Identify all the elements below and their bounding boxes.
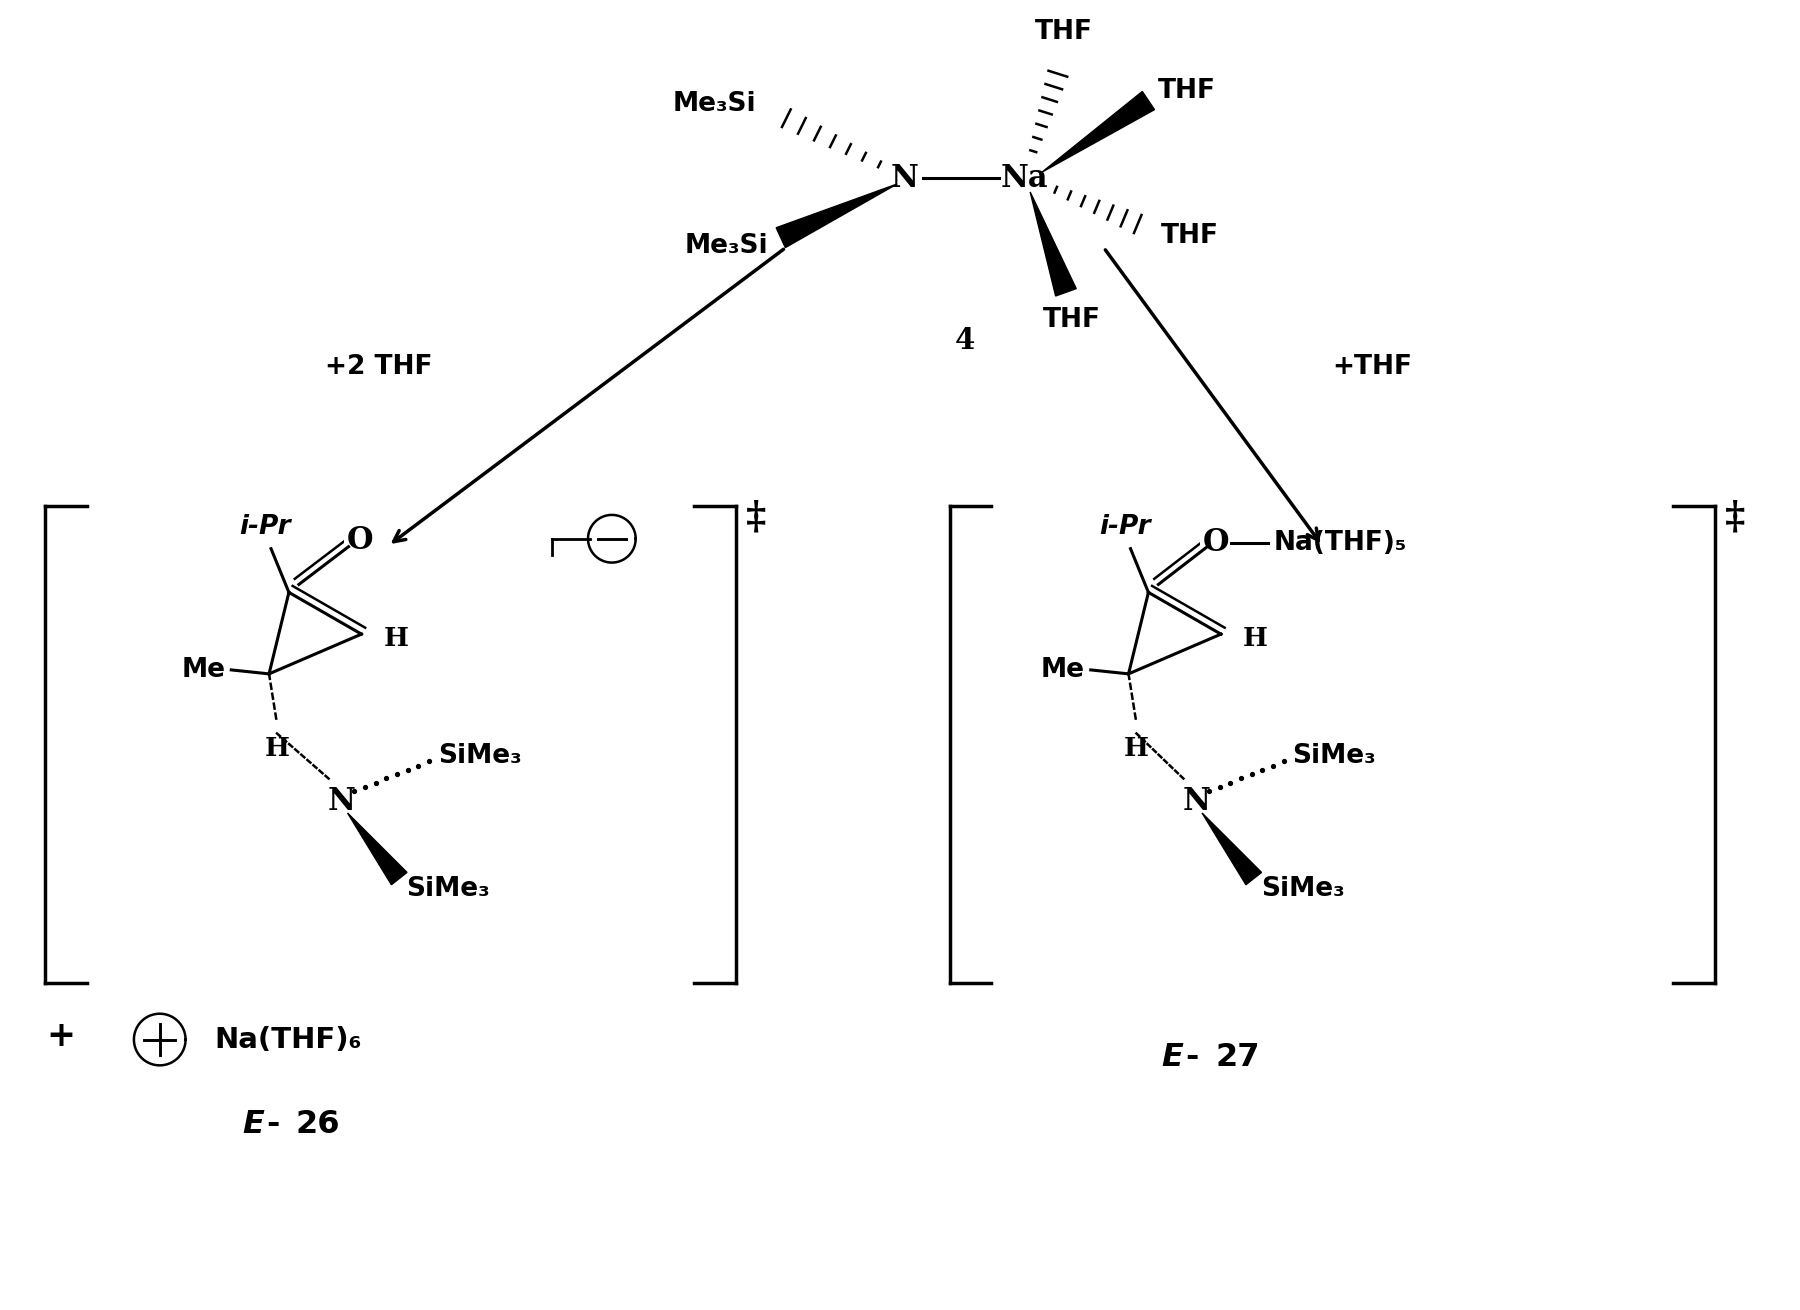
Text: THF: THF [1035, 18, 1093, 45]
Text: Na(THF)₆: Na(THF)₆ [214, 1026, 362, 1053]
Text: +THF: +THF [1332, 354, 1413, 380]
Text: i-Pr: i-Pr [1098, 514, 1150, 540]
Polygon shape [1042, 92, 1154, 172]
Text: H: H [1123, 736, 1148, 761]
Text: 27: 27 [1217, 1041, 1260, 1073]
Polygon shape [776, 183, 896, 248]
Text: Me₃Si: Me₃Si [684, 233, 769, 258]
Text: ‡: ‡ [745, 498, 767, 536]
Text: E: E [243, 1110, 265, 1141]
Polygon shape [1030, 193, 1076, 296]
Text: Na(THF)₅: Na(THF)₅ [1274, 529, 1408, 555]
Polygon shape [347, 814, 407, 884]
Text: 4: 4 [954, 325, 976, 355]
Text: -: - [266, 1110, 279, 1141]
Text: N: N [1183, 786, 1210, 816]
Polygon shape [1202, 814, 1262, 884]
Text: Na: Na [1001, 162, 1048, 194]
Text: Me₃Si: Me₃Si [671, 90, 756, 117]
Text: O: O [1202, 527, 1229, 558]
Text: -: - [1184, 1041, 1199, 1073]
Text: Me: Me [182, 656, 225, 683]
Text: THF: THF [1159, 77, 1217, 103]
Text: N: N [891, 162, 920, 194]
Text: H: H [265, 736, 290, 761]
Text: H: H [1242, 626, 1267, 651]
Text: THF: THF [1042, 308, 1102, 333]
Text: SiMe₃: SiMe₃ [1292, 743, 1377, 769]
Text: THF: THF [1161, 223, 1219, 249]
Text: ‡: ‡ [1724, 498, 1744, 536]
Text: Me: Me [1040, 656, 1085, 683]
Text: +2 THF: +2 THF [326, 354, 434, 380]
Text: SiMe₃: SiMe₃ [437, 743, 522, 769]
Text: H: H [383, 626, 409, 651]
Text: O: O [347, 525, 374, 557]
Text: i-Pr: i-Pr [239, 514, 292, 540]
Text: SiMe₃: SiMe₃ [1260, 875, 1345, 901]
Text: E: E [1161, 1041, 1183, 1073]
Text: N: N [328, 786, 356, 816]
Text: 26: 26 [295, 1110, 340, 1141]
Text: SiMe₃: SiMe₃ [407, 875, 490, 901]
Text: +: + [45, 1019, 76, 1052]
